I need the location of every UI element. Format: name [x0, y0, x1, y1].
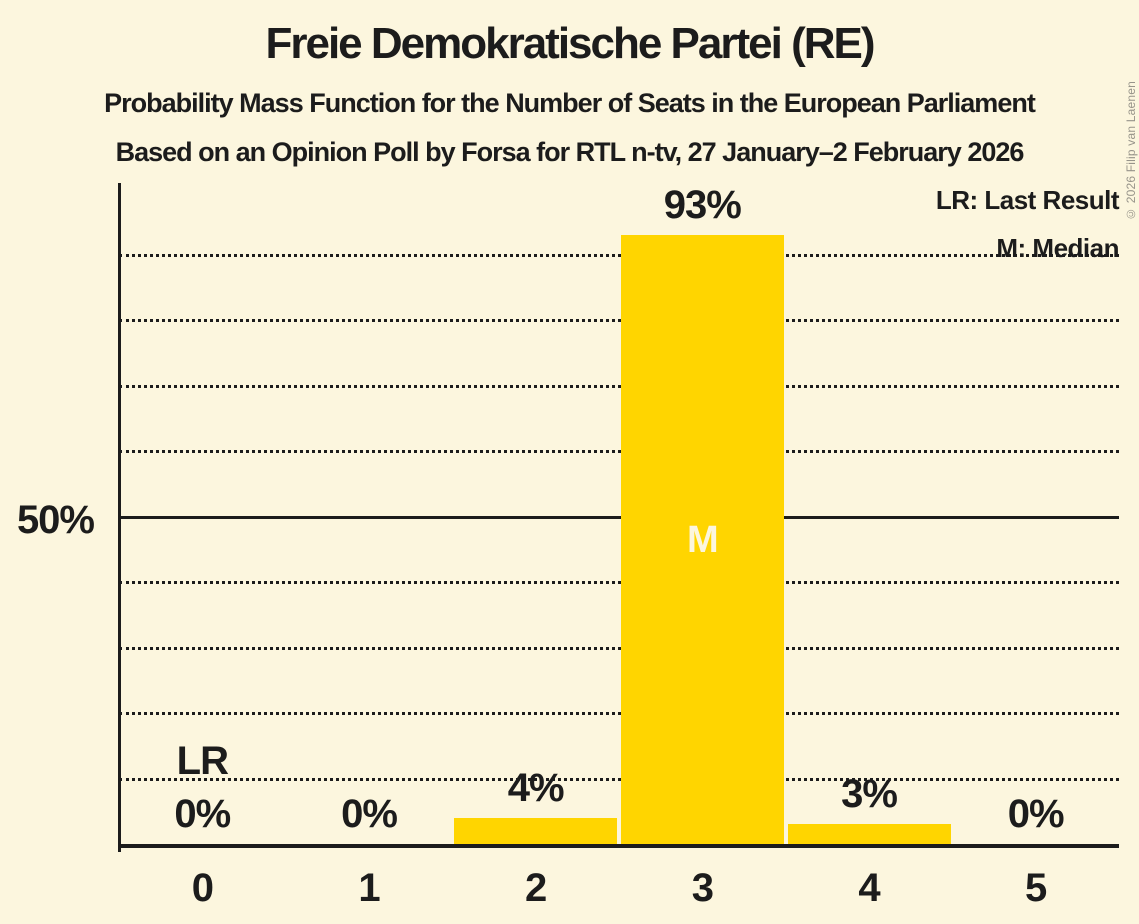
gridline-50pct — [119, 515, 1119, 519]
gridline-70pct — [119, 384, 1119, 388]
legend-last-result: LR: Last Result — [935, 185, 1120, 215]
bar-seats-3 — [620, 235, 784, 844]
x-axis-line — [118, 844, 1119, 848]
bar-seats-4 — [787, 824, 951, 844]
poll-info-subtitle: Based on an Opinion Poll by Forsa for RT… — [115, 137, 1025, 167]
x-tick-label-0: 0 — [191, 866, 214, 910]
gridline-80pct — [119, 319, 1119, 323]
x-tick-label-2: 2 — [525, 866, 547, 910]
y-axis-line — [118, 183, 121, 852]
y-axis-tick-label: 50% — [16, 498, 95, 542]
gridline-60pct — [119, 450, 1119, 454]
bar-seats-2 — [454, 818, 618, 844]
gridline-40pct — [119, 581, 1119, 585]
x-tick-label-3: 3 — [691, 866, 714, 910]
x-tick-label-4: 4 — [858, 866, 880, 910]
value-label-seats-0: 0% — [174, 792, 231, 836]
value-label-seats-1: 0% — [341, 792, 398, 836]
x-tick-label-1: 1 — [358, 866, 380, 910]
last-result-marker: LR — [176, 739, 229, 783]
chart-subtitle: Probability Mass Function for the Number… — [104, 88, 1036, 118]
x-tick-label-5: 5 — [1025, 866, 1047, 910]
gridline-10pct — [119, 777, 1119, 781]
legend-median: M: Median — [996, 233, 1119, 263]
gridline-20pct — [119, 712, 1119, 716]
chart-title: Freie Demokratische Partei (RE) — [265, 19, 875, 68]
value-label-seats-2: 4% — [507, 766, 565, 810]
median-marker: M — [687, 518, 719, 561]
value-label-seats-4: 3% — [841, 772, 898, 816]
value-label-seats-5: 0% — [1007, 792, 1065, 836]
gridline-30pct — [119, 646, 1119, 650]
value-label-seats-3: 93% — [663, 183, 742, 227]
gridline-90pct — [119, 253, 1119, 257]
